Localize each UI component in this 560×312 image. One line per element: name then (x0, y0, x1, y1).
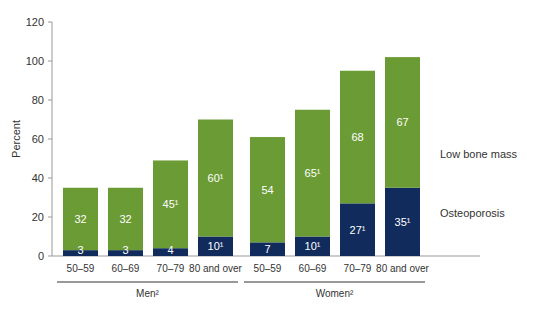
y-tick (48, 61, 52, 62)
x-tick-label: 60–69 (112, 263, 140, 274)
data-label: 7 (264, 243, 270, 255)
group-underline (57, 282, 238, 283)
bar-segment (153, 160, 188, 248)
data-label: 35¹ (395, 216, 411, 228)
y-tick-label: 0 (38, 250, 44, 262)
bar-segment (63, 188, 98, 250)
bar-segment (385, 188, 420, 256)
chart-svg: 0 20 40 60 80 100 120 Percent 3 3 4 10¹ 7 10¹ 27¹ 35¹ 32… (0, 0, 560, 312)
legend-entry: Low bone mass (440, 148, 518, 160)
x-tick-label: 70–79 (157, 263, 185, 274)
y-tick-label: 120 (26, 16, 44, 28)
group-underline (244, 282, 425, 283)
y-tick (48, 256, 52, 257)
data-label: 27¹ (350, 224, 366, 236)
y-tick-label: 80 (32, 94, 44, 106)
data-label: 60¹ (208, 172, 224, 184)
x-tick-label: 50–59 (67, 263, 95, 274)
data-label: 3 (122, 244, 128, 256)
y-tick-label: 20 (32, 211, 44, 223)
x-tick-label: 50–59 (254, 263, 282, 274)
y-tick (48, 217, 52, 218)
data-label: 32 (74, 213, 86, 225)
x-tick-label: 70–79 (344, 263, 372, 274)
data-label: 45¹ (163, 198, 179, 210)
group-label: Women² (316, 288, 354, 299)
y-tick (48, 22, 52, 23)
bar-segment (198, 237, 233, 257)
y-tick (48, 178, 52, 179)
y-tick-label: 100 (26, 55, 44, 67)
bar-segment (340, 203, 375, 256)
y-tick (48, 139, 52, 140)
y-tick-label: 60 (32, 133, 44, 145)
data-label: 10¹ (305, 240, 321, 252)
y-tick (48, 100, 52, 101)
bar-segment (250, 242, 285, 256)
data-label: 3 (77, 244, 83, 256)
bars (63, 57, 420, 256)
data-label: 68 (351, 131, 363, 143)
legend-entry: Osteoporosis (440, 207, 505, 219)
bar-segment (108, 188, 143, 250)
x-tick-label: 80 and over (189, 263, 242, 274)
y-tick-label: 40 (32, 172, 44, 184)
data-label: 54 (261, 184, 273, 196)
data-label: 32 (119, 213, 131, 225)
x-tick-label: 80 and over (376, 263, 429, 274)
bar-segment (385, 57, 420, 188)
chart-container: 0 20 40 60 80 100 120 Percent 3 3 4 10¹ 7 10¹ 27¹ 35¹ 32… (0, 0, 560, 312)
x-tick-label: 60–69 (299, 263, 327, 274)
bar-segment (340, 71, 375, 204)
bar-segment (198, 120, 233, 237)
data-label: 67 (396, 116, 408, 128)
group-label: Men² (136, 288, 159, 299)
bar-segment (295, 110, 330, 237)
data-label: 4 (167, 244, 173, 256)
bar-segment (295, 237, 330, 257)
bar-segment (250, 137, 285, 242)
data-label: 10¹ (208, 240, 224, 252)
data-label: 65¹ (305, 167, 321, 179)
y-axis-title: Percent (10, 120, 22, 158)
data-labels: 3 3 4 10¹ 7 10¹ 27¹ 35¹ 32 32 45¹ 60¹ 54 65¹ 68 67 (74, 116, 410, 256)
